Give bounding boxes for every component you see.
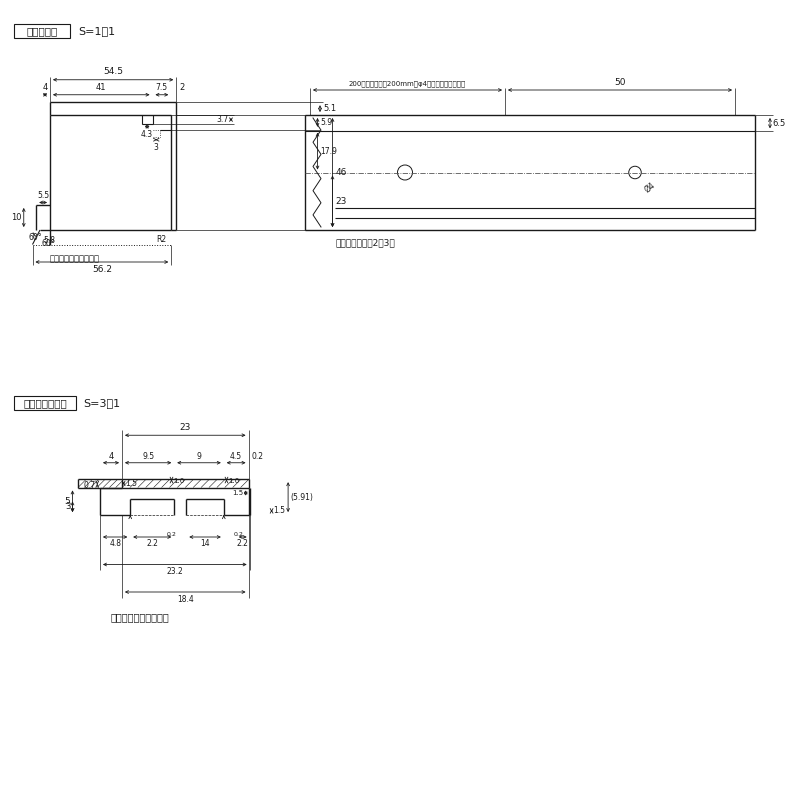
Text: 10: 10 <box>11 213 22 222</box>
Text: 7.5: 7.5 <box>156 82 168 92</box>
Text: 9.5: 9.5 <box>142 452 154 461</box>
Text: 段鼻材本体: 段鼻材本体 <box>26 26 58 36</box>
Text: 1.0: 1.0 <box>229 478 240 485</box>
Text: 0.7: 0.7 <box>83 481 95 490</box>
Text: 23: 23 <box>335 197 347 206</box>
Bar <box>14 24 70 38</box>
Text: 1.5: 1.5 <box>233 490 244 496</box>
Text: 200（以降ピッチ200mmでφ4穴（普逓大）加工）: 200（以降ピッチ200mmでφ4穴（普逓大）加工） <box>349 80 466 87</box>
Text: 5.8: 5.8 <box>43 236 55 246</box>
Text: 2: 2 <box>179 82 185 92</box>
Text: 0.2: 0.2 <box>234 531 244 537</box>
Text: Ø4: Ø4 <box>643 181 657 194</box>
Bar <box>14 396 76 410</box>
Text: 0.2: 0.2 <box>166 531 176 537</box>
Text: 60°: 60° <box>28 233 42 242</box>
Text: S=1：1: S=1：1 <box>78 26 115 36</box>
Text: 5.9: 5.9 <box>321 118 333 127</box>
Text: 2.2: 2.2 <box>146 539 158 549</box>
Text: 18.4: 18.4 <box>177 594 194 603</box>
Text: 4.5: 4.5 <box>230 452 242 461</box>
Text: 60°: 60° <box>42 238 56 248</box>
Text: 3: 3 <box>154 142 158 152</box>
Text: 斏線部：エラストマー: 斏線部：エラストマー <box>110 612 170 622</box>
Text: オレフィンシート貼り: オレフィンシート貼り <box>50 254 100 263</box>
Text: 6.5: 6.5 <box>772 118 786 128</box>
Text: 1.5: 1.5 <box>274 506 286 515</box>
Text: 2.2: 2.2 <box>237 539 249 549</box>
Text: 4.8: 4.8 <box>109 539 121 549</box>
Text: 41: 41 <box>96 82 106 92</box>
Text: 5.1: 5.1 <box>323 104 336 113</box>
Text: 4: 4 <box>42 82 48 92</box>
Text: すべり止め樹脂: すべり止め樹脂 <box>23 398 67 408</box>
Text: 5.5: 5.5 <box>37 191 49 201</box>
Text: (5.91): (5.91) <box>290 493 313 502</box>
Text: 4.3: 4.3 <box>141 130 153 138</box>
Text: S=3：1: S=3：1 <box>83 398 120 408</box>
Text: 17.9: 17.9 <box>321 146 338 156</box>
Text: 54.5: 54.5 <box>103 66 123 76</box>
Text: 14: 14 <box>200 539 210 549</box>
Text: 46: 46 <box>335 168 347 177</box>
Text: R2: R2 <box>156 235 166 244</box>
Text: 50: 50 <box>614 78 626 87</box>
Text: 23.2: 23.2 <box>166 567 183 576</box>
Text: シート巻込み　2～3㎡: シート巻込み 2～3㎡ <box>335 238 394 247</box>
Text: 23: 23 <box>179 423 191 432</box>
Text: 0.2: 0.2 <box>251 452 264 461</box>
Text: 1.0: 1.0 <box>174 478 185 485</box>
Text: 4: 4 <box>108 452 114 461</box>
Text: 56.2: 56.2 <box>92 265 112 274</box>
Text: 3.7: 3.7 <box>217 115 229 124</box>
Text: 1.5: 1.5 <box>126 479 138 488</box>
Text: 3: 3 <box>65 502 70 511</box>
Text: 5: 5 <box>65 497 70 506</box>
Text: 9: 9 <box>197 452 202 461</box>
